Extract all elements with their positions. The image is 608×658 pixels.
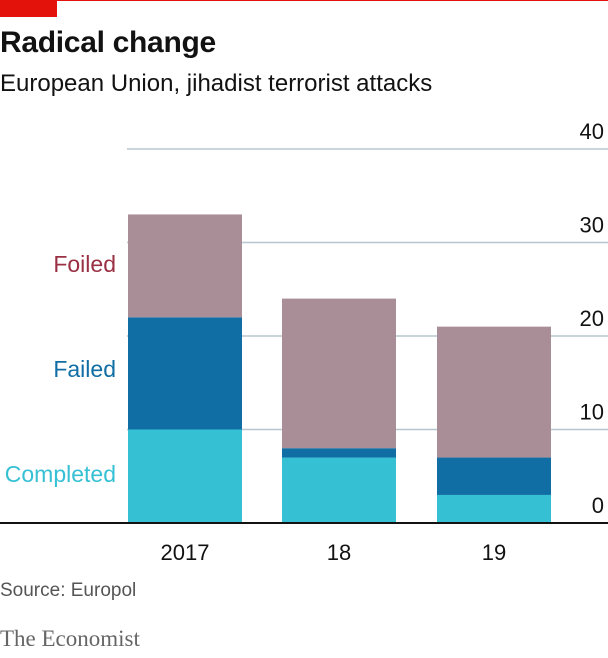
brand-logo-text: The Economist	[0, 626, 140, 651]
bar-foiled	[128, 214, 242, 318]
bar-failed	[128, 317, 242, 430]
source-note: Source: Europol	[0, 580, 137, 601]
bar-completed	[437, 494, 551, 523]
legend-label-foiled: Foiled	[53, 251, 116, 277]
y-tick-label: 40	[580, 119, 604, 144]
y-tick-label: 0	[592, 493, 604, 518]
legend-label-failed: Failed	[53, 356, 116, 382]
bar-foiled	[437, 326, 551, 458]
bar-foiled	[282, 298, 396, 449]
bar-failed	[437, 457, 551, 495]
bar-completed	[128, 429, 242, 523]
x-tick-label: 18	[327, 540, 351, 565]
y-tick-label: 10	[580, 400, 604, 425]
chart-subtitle: European Union, jihadist terrorist attac…	[0, 70, 433, 97]
bar-completed	[282, 457, 396, 523]
accent-tag	[0, 0, 57, 17]
y-tick-label: 20	[580, 306, 604, 331]
legend-label-completed: Completed	[5, 461, 116, 487]
x-tick-label: 2017	[161, 540, 210, 565]
top-accent-line	[0, 0, 608, 1]
bar-failed	[282, 448, 396, 458]
x-tick-label: 19	[482, 540, 506, 565]
y-tick-label: 30	[580, 213, 604, 238]
chart-title: Radical change	[0, 26, 216, 59]
